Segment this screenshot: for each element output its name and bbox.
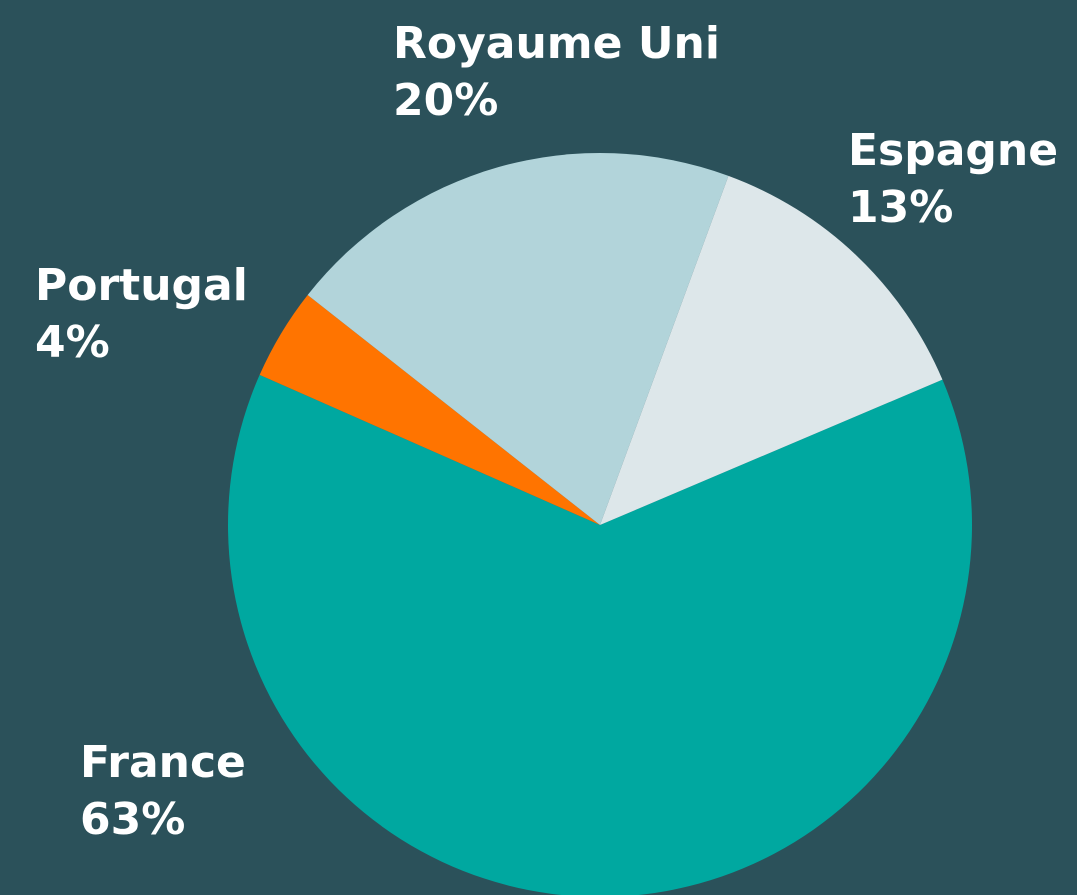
pie-slice [228, 374, 972, 895]
slice-value-label: 20% [393, 75, 498, 126]
slice-label: Royaume Uni [393, 18, 720, 69]
slice-label: France [80, 737, 246, 788]
slice-value-label: 63% [80, 794, 185, 845]
slice-label: Portugal [35, 260, 248, 311]
pie-slice [307, 153, 729, 526]
slice-value-label: 13% [848, 182, 953, 233]
slice-value-label: 4% [35, 317, 110, 368]
pie-slice [259, 294, 600, 525]
pie-slice [600, 175, 943, 525]
slice-label: Espagne [848, 125, 1058, 176]
